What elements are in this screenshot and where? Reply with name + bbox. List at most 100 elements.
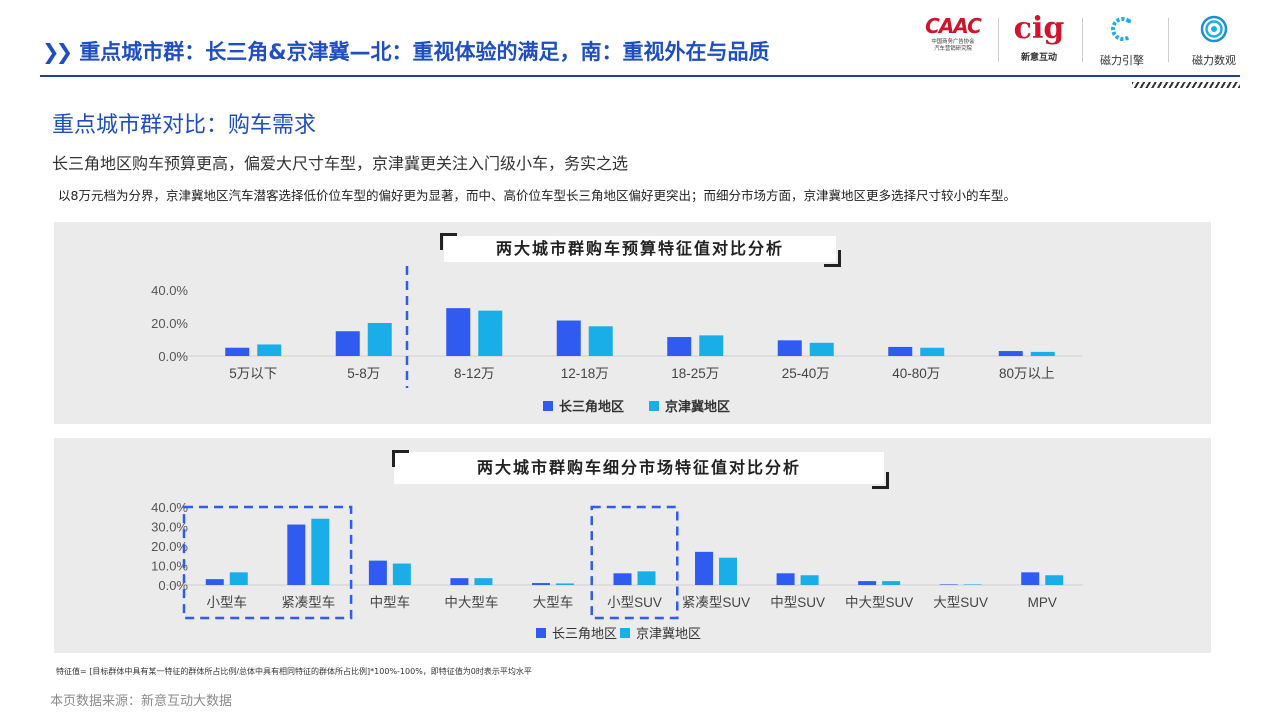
section-description: 以8万元档为分界，京津冀地区汽车潜客选择低价位车型的偏好更为显著，而中、高价位车… xyxy=(58,188,1016,203)
legend-swatch xyxy=(536,628,546,638)
x-tick-label: 中型车 xyxy=(370,594,411,610)
highlight-box xyxy=(590,505,679,620)
cili-shuguan-caption: 磁力数观 xyxy=(1192,54,1236,67)
title-bracket-corner xyxy=(872,472,889,489)
bar-yangtze xyxy=(1021,572,1040,585)
bar-yangtze xyxy=(777,340,802,356)
x-tick-label: MPV xyxy=(1028,595,1057,610)
bar-yangtze xyxy=(335,331,360,356)
bar-jingjinji xyxy=(1030,351,1055,356)
bar-jingjinji xyxy=(809,342,834,356)
y-tick-label: 10.0% xyxy=(151,559,188,574)
bar-yangtze xyxy=(888,346,913,356)
cili-yinqing-caption: 磁力引擎 xyxy=(1100,54,1144,67)
concentric-circle-logo-icon xyxy=(1200,15,1228,43)
x-tick-label: 紧凑型SUV xyxy=(682,594,750,610)
bar-yangtze xyxy=(368,560,387,585)
legend-label: 京津冀地区 xyxy=(636,626,701,641)
bar-yangtze xyxy=(998,351,1023,356)
header-title-text: 重点城市群：长三角&京津冀—北：重视体验的满足，南：重视外在与品质 xyxy=(79,40,770,64)
cig-logo-caption: 新意互动 xyxy=(1020,53,1057,63)
logo-separator xyxy=(1168,18,1169,62)
legend-label: 长三角地区 xyxy=(559,399,624,414)
bar-yangtze xyxy=(225,347,250,356)
x-tick-label: 5-8万 xyxy=(347,366,380,381)
bar-jingjinji xyxy=(555,583,574,585)
header-divider xyxy=(40,75,1240,77)
segment-chart-title: 两大城市群购车细分市场特征值对比分析 xyxy=(394,452,884,484)
x-tick-label: 5万以下 xyxy=(229,366,277,381)
logo-separator xyxy=(1082,18,1083,62)
bar-jingjinji xyxy=(478,310,503,356)
bar-yangtze xyxy=(939,584,958,585)
bar-jingjinji xyxy=(392,563,411,585)
bar-yangtze xyxy=(667,337,692,356)
x-tick-label: 大型车 xyxy=(533,594,574,610)
bar-jingjinji xyxy=(311,518,330,585)
bar-jingjinji xyxy=(963,584,982,585)
bar-jingjinji xyxy=(229,572,248,585)
logo-separator xyxy=(998,18,999,62)
section-title: 重点城市群对比：购车需求 xyxy=(52,113,317,138)
bar-yangtze xyxy=(446,308,471,356)
budget-chart-title: 两大城市群购车预算特征值对比分析 xyxy=(444,236,836,262)
x-tick-label: 紧凑型车 xyxy=(281,594,335,610)
section-lead: 长三角地区购车预算更高，偏爱大尺寸车型，京津冀更关注入门级小车，务实之选 xyxy=(52,154,629,173)
legend-label: 京津冀地区 xyxy=(665,399,730,414)
y-tick-label: 20.0% xyxy=(151,539,188,554)
bar-yangtze xyxy=(531,583,550,585)
decorative-stripes xyxy=(1132,82,1240,88)
bar-yangtze xyxy=(695,551,714,585)
bar-jingjinji xyxy=(588,326,613,356)
legend-label: 长三角地区 xyxy=(552,626,617,641)
x-tick-label: 25-40万 xyxy=(782,366,830,381)
data-source: 本页数据来源：新意互动大数据 xyxy=(50,694,233,709)
bar-jingjinji xyxy=(719,557,738,585)
bar-yangtze xyxy=(287,524,306,585)
page-header-title: ❯❯ 重点城市群：长三角&京津冀—北：重视体验的满足，南：重视外在与品质 xyxy=(42,36,770,66)
bar-yangtze xyxy=(776,573,795,585)
bar-jingjinji xyxy=(257,344,282,356)
legend-swatch xyxy=(620,628,630,638)
highlight-box xyxy=(182,505,353,620)
x-tick-label: 18-25万 xyxy=(671,366,719,381)
caac-logo-text-1: 中国商务广告协会 xyxy=(931,38,975,45)
bar-yangtze xyxy=(450,578,469,585)
title-bracket-corner xyxy=(824,250,841,267)
cig-logo-mark: cig xyxy=(1013,11,1065,46)
legend-swatch xyxy=(543,401,553,411)
bar-jingjinji xyxy=(920,347,945,356)
caac-logo-text-2: 汽车营销研究院 xyxy=(934,45,972,52)
cig-logo: cig 新意互动 xyxy=(1008,14,1070,68)
title-bracket-corner xyxy=(440,233,457,250)
bar-yangtze xyxy=(858,581,877,585)
x-tick-label: 12-18万 xyxy=(561,366,609,381)
x-tick-label: 小型SUV xyxy=(607,595,662,610)
y-tick-label: 40.0% xyxy=(151,283,188,298)
caac-logo-mark: CAAC xyxy=(925,14,982,38)
bar-yangtze xyxy=(205,579,224,585)
legend-swatch xyxy=(649,401,659,411)
bar-yangtze xyxy=(613,573,632,585)
x-tick-label: 中大型车 xyxy=(444,594,498,610)
bar-jingjinji xyxy=(637,571,656,585)
cili-yinqing-logo: 磁力引擎 xyxy=(1090,14,1154,68)
x-tick-label: 8-12万 xyxy=(454,366,495,381)
y-tick-label: 0.0% xyxy=(158,578,188,593)
y-tick-label: 20.0% xyxy=(151,316,188,331)
bar-jingjinji xyxy=(474,578,493,585)
x-tick-label: 小型车 xyxy=(207,594,248,610)
x-tick-label: 40-80万 xyxy=(892,366,940,381)
bar-jingjinji xyxy=(800,575,819,585)
x-tick-label: 中型SUV xyxy=(770,595,825,610)
bar-jingjinji xyxy=(367,323,392,356)
footnote: 特征值= [目标群体中具有某一特征的群体所占比例/总体中具有相同特征的群体所占比… xyxy=(56,667,532,676)
y-tick-label: 40.0% xyxy=(151,500,188,515)
cili-shuguan-logo: 磁力数观 xyxy=(1180,14,1248,68)
y-tick-label: 0.0% xyxy=(158,349,188,364)
c-arc-logo-icon xyxy=(1111,17,1131,41)
bar-yangtze xyxy=(556,320,581,356)
x-tick-label: 80万以上 xyxy=(999,366,1055,381)
x-tick-label: 中大型SUV xyxy=(845,595,913,610)
